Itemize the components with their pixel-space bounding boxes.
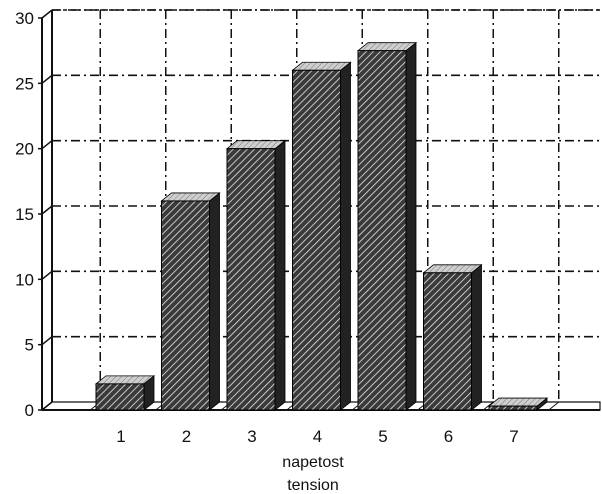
bar-front xyxy=(357,50,407,411)
y-tick-label: 20 xyxy=(15,140,34,159)
bar-side xyxy=(209,192,220,411)
bar-side xyxy=(340,61,351,411)
grid-depth-line xyxy=(41,74,53,84)
y-tick-label: 10 xyxy=(15,270,34,289)
bar-front xyxy=(423,272,472,411)
bar xyxy=(94,375,156,411)
x-tick-label: 6 xyxy=(444,427,453,446)
grid-depth-line xyxy=(41,140,53,150)
x-tick-label: 1 xyxy=(116,427,125,446)
x-axis-label-secondary: tension xyxy=(287,477,339,494)
floor-divider xyxy=(482,401,494,411)
bar xyxy=(225,139,287,411)
bar-front xyxy=(292,69,341,411)
bar-front xyxy=(161,200,210,411)
x-tick-label: 7 xyxy=(509,427,518,446)
grid-depth-line xyxy=(41,270,53,280)
y-tick-labels: 0 5 10 15 20 25 30 xyxy=(15,9,34,420)
y-tick-label: 25 xyxy=(15,74,34,93)
x-tick-label: 2 xyxy=(182,427,191,446)
bar-front xyxy=(226,148,276,411)
bar-side xyxy=(405,41,417,411)
bar xyxy=(160,192,221,411)
bar-top xyxy=(487,397,549,407)
bar xyxy=(422,263,483,411)
x-tick-label: 4 xyxy=(313,427,322,446)
x-axis-label: napetost xyxy=(282,454,344,471)
bar xyxy=(356,41,418,411)
bar-top xyxy=(422,264,483,274)
bar xyxy=(487,397,549,411)
grid-depth-line xyxy=(41,205,53,215)
bar-front xyxy=(488,405,538,411)
bar-side xyxy=(471,263,482,411)
bar xyxy=(291,61,352,411)
bars xyxy=(94,41,549,411)
x-tick-labels: 1 2 3 4 5 6 7 xyxy=(116,427,518,446)
bar-top xyxy=(94,375,156,385)
bar-top xyxy=(291,61,352,71)
y-tick-label: 0 xyxy=(25,401,34,420)
grid-depth-line xyxy=(41,9,53,19)
bar-front xyxy=(95,383,145,411)
bar-top xyxy=(356,42,418,52)
y-tick-label: 30 xyxy=(15,9,34,28)
bar-side xyxy=(274,139,286,411)
floor-divider xyxy=(548,401,560,411)
bar-top xyxy=(160,192,221,202)
x-tick-label: 3 xyxy=(247,427,256,446)
x-tick-label: 5 xyxy=(378,427,387,446)
bar-top xyxy=(225,140,287,150)
y-tick-label: 5 xyxy=(25,336,34,355)
grid-depth-line xyxy=(41,336,53,346)
y-tick-label: 15 xyxy=(15,205,34,224)
